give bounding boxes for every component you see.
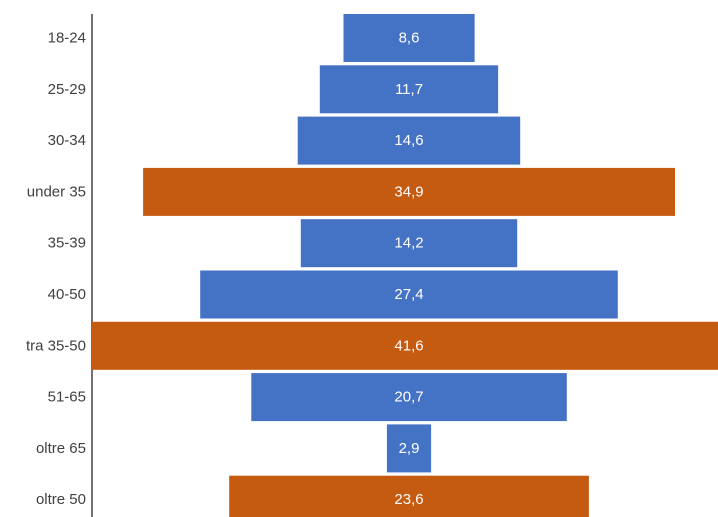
- bars-group: [92, 14, 718, 517]
- category-label-40-50: 40-50: [48, 286, 86, 303]
- category-labels-group: 18-24 25-29 30-34 under 35 35-39 40-50 tra 35-…: [26, 30, 86, 509]
- value-label-25-29: 11,7: [395, 81, 423, 98]
- value-labels-group: 8,6 11,7 14,6 34,9 14,2 27,4 41,6 20,7 2,9 23,6: [394, 30, 423, 509]
- bar-oltre-50: [229, 475, 589, 517]
- value-label-30-34: 14,6: [394, 132, 423, 149]
- bar-51-65: [251, 373, 567, 422]
- category-label-25-29: 25-29: [48, 81, 86, 98]
- category-label-oltre-65: oltre 65: [36, 440, 86, 457]
- category-label-oltre-50: oltre 50: [36, 491, 86, 508]
- category-label-51-65: 51-65: [48, 389, 86, 406]
- bar-under-35: [143, 167, 676, 216]
- value-label-tra-35-50: 41,6: [394, 337, 423, 354]
- bar-18-24: [343, 14, 475, 62]
- value-label-oltre-50: 23,6: [394, 491, 423, 508]
- bar-tra-35-50: [92, 321, 718, 370]
- bar-40-50: [200, 270, 618, 319]
- value-label-under-35: 34,9: [394, 183, 423, 200]
- value-label-40-50: 27,4: [394, 286, 423, 303]
- bar-oltre-65: [386, 424, 432, 473]
- bar-35-39: [300, 219, 518, 268]
- value-label-18-24: 8,6: [399, 30, 420, 47]
- bar-30-34: [297, 116, 521, 165]
- category-label-under-35: under 35: [27, 183, 86, 200]
- bar-25-29: [319, 65, 499, 114]
- value-label-51-65: 20,7: [394, 389, 423, 406]
- category-label-tra-35-50: tra 35-50: [26, 337, 86, 354]
- category-label-35-39: 35-39: [48, 235, 86, 252]
- value-label-35-39: 14,2: [394, 235, 423, 252]
- category-label-30-34: 30-34: [48, 132, 86, 149]
- category-label-18-24: 18-24: [48, 30, 86, 47]
- value-label-oltre-65: 2,9: [399, 440, 420, 457]
